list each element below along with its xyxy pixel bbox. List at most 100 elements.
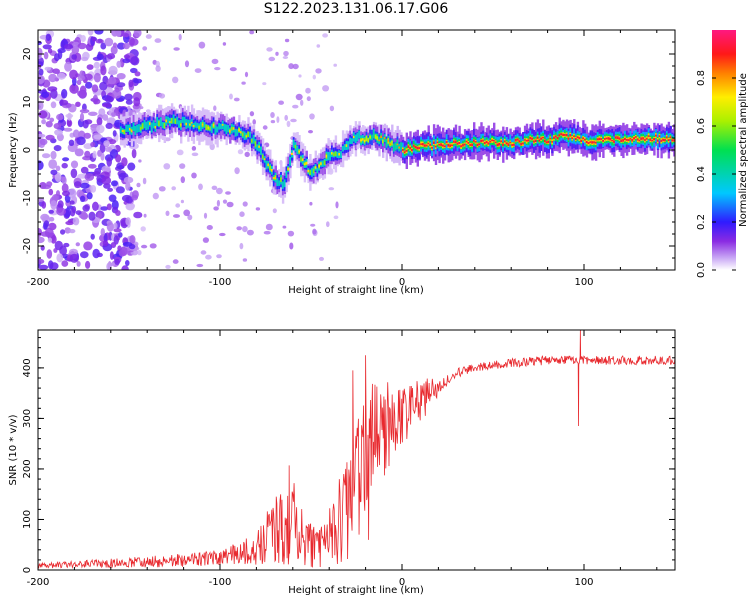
noise-blob bbox=[292, 104, 299, 109]
noise-blob bbox=[165, 264, 171, 269]
spectral-ridge-segment bbox=[145, 121, 148, 131]
spectral-ridge-segment bbox=[362, 138, 365, 141]
noise-blob bbox=[85, 81, 93, 89]
noise-blob bbox=[115, 210, 121, 216]
spectral-ridge-segment bbox=[256, 144, 259, 151]
spectral-ridge-segment bbox=[667, 139, 671, 142]
spectral-ridge-segment bbox=[418, 147, 421, 149]
noise-blob bbox=[292, 63, 299, 70]
spectral-ridge-segment bbox=[544, 139, 547, 143]
snr-x-tick-label: 100 bbox=[574, 577, 593, 588]
spectral-ridge-segment bbox=[514, 139, 518, 142]
spectral-ridge-segment bbox=[230, 126, 234, 131]
spectral-ridge-segment bbox=[553, 136, 556, 139]
spectral-ridge-segment bbox=[312, 168, 316, 174]
noise-blob bbox=[102, 240, 109, 247]
spectral-ridge-segment bbox=[345, 144, 348, 147]
noise-blob bbox=[110, 242, 117, 248]
noise-blob bbox=[118, 249, 126, 257]
spectral-ridge-segment bbox=[445, 141, 449, 144]
noise-blob bbox=[173, 214, 180, 218]
spectral-ridge-segment bbox=[369, 135, 372, 139]
spectral-ridge-segment bbox=[291, 152, 294, 155]
spectral-ridge-segment bbox=[600, 138, 603, 140]
noise-blob bbox=[96, 117, 103, 126]
spectral-ridge-segment bbox=[241, 132, 245, 137]
spectral-ridge-segment bbox=[614, 136, 618, 139]
noise-blob bbox=[133, 30, 142, 38]
noise-blob bbox=[265, 223, 273, 231]
noise-blob bbox=[74, 148, 84, 157]
spectral-ridge-segment bbox=[558, 134, 561, 137]
spectral-ridge-segment bbox=[354, 134, 358, 144]
noise-blob bbox=[246, 229, 254, 236]
spectral-ridge-segment bbox=[149, 122, 152, 125]
noise-blob bbox=[70, 168, 78, 179]
noise-blob bbox=[61, 162, 68, 169]
noise-blob bbox=[262, 82, 267, 86]
spectral-ridge-segment bbox=[298, 150, 301, 153]
noise-blob bbox=[236, 226, 242, 231]
noise-blob bbox=[284, 114, 289, 121]
noise-blob bbox=[48, 159, 58, 170]
noise-blob bbox=[134, 71, 141, 77]
snr-y-tick-label: 300 bbox=[22, 409, 33, 428]
spectral-ridge-segment bbox=[189, 123, 192, 126]
noise-blob bbox=[100, 206, 109, 211]
spectral-ridge-segment bbox=[656, 139, 660, 142]
spectral-ridge-segment bbox=[571, 137, 574, 140]
noise-blob bbox=[124, 93, 133, 101]
spectral-ridge-segment bbox=[503, 140, 507, 143]
spectral-ridge-segment bbox=[613, 140, 616, 143]
noise-blob bbox=[96, 252, 103, 258]
spectral-ridge-segment bbox=[465, 140, 469, 143]
spectral-ridge-segment bbox=[523, 139, 527, 141]
spectral-ridge-segment bbox=[258, 145, 261, 148]
noise-blob bbox=[138, 159, 142, 163]
noise-blob bbox=[183, 209, 191, 217]
noise-blob bbox=[104, 37, 114, 47]
noise-blob bbox=[202, 237, 209, 243]
spectral-ridge-segment bbox=[611, 139, 614, 142]
noise-blob bbox=[88, 111, 98, 117]
snr-x-tick-label: -200 bbox=[27, 577, 50, 588]
noise-blob bbox=[38, 197, 45, 202]
noise-blob bbox=[54, 129, 63, 136]
spectral-ridge-segment bbox=[240, 131, 243, 134]
spectral-ridge-segment bbox=[456, 142, 459, 145]
spectral-ridge-segment bbox=[556, 137, 560, 140]
noise-blob bbox=[69, 83, 79, 94]
spectral-ridge-segment bbox=[261, 154, 265, 159]
noise-blob bbox=[93, 98, 101, 105]
spectral-ridge-segment bbox=[278, 180, 281, 186]
spectral-ridge-segment bbox=[585, 141, 589, 144]
spectral-ridge-segment bbox=[327, 152, 330, 161]
noise-blob bbox=[165, 210, 170, 216]
spectral-ridge-segment bbox=[620, 139, 623, 142]
noise-blob bbox=[84, 150, 91, 158]
snr-frame bbox=[37, 329, 676, 571]
snr-y-tick-label: 200 bbox=[22, 459, 33, 478]
noise-blob bbox=[244, 71, 249, 78]
noise-blob bbox=[44, 66, 51, 71]
noise-blob bbox=[70, 160, 79, 169]
spectral-ridge-segment bbox=[265, 160, 268, 170]
noise-blob bbox=[109, 251, 114, 260]
noise-blob bbox=[61, 88, 68, 99]
spectral-ridge-segment bbox=[660, 139, 663, 142]
spectral-ridge-segment bbox=[487, 142, 490, 145]
noise-blob bbox=[211, 58, 219, 65]
noise-blob bbox=[328, 187, 335, 191]
spectral-ridge-segment bbox=[567, 137, 570, 140]
spectral-ridge-segment bbox=[462, 143, 465, 147]
noise-blob bbox=[113, 222, 118, 230]
noise-blob bbox=[121, 265, 129, 270]
spectral-ridge-segment bbox=[573, 135, 576, 137]
spectral-ridge-segment bbox=[210, 123, 214, 133]
spectral-ridge-segment bbox=[351, 138, 354, 144]
noise-blob bbox=[61, 183, 69, 193]
spectral-ridge-segment bbox=[554, 135, 558, 138]
noise-blob bbox=[270, 112, 275, 118]
spectral-ridge-segment bbox=[491, 139, 494, 142]
noise-blob bbox=[57, 49, 63, 60]
